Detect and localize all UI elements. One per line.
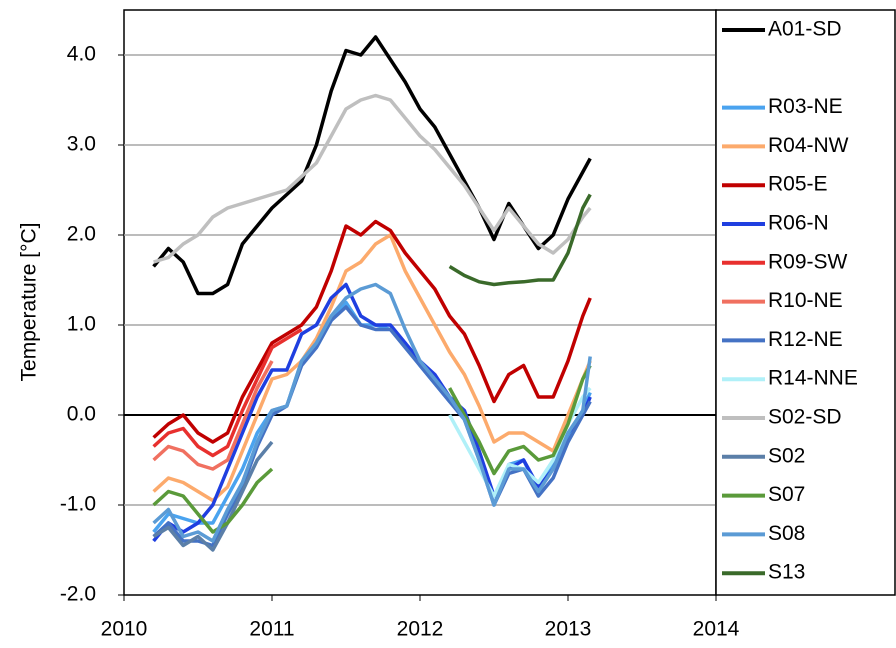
series-line <box>448 193 592 287</box>
x-tick-label: 2014 <box>693 618 740 641</box>
y-tick-label: 0.0 <box>67 403 96 426</box>
legend-label: R03-NE <box>768 95 843 118</box>
y-tick-label: 2.0 <box>67 223 96 246</box>
legend-label: S08 <box>768 522 805 545</box>
series-line <box>152 360 274 471</box>
legend-label: S02 <box>768 444 805 467</box>
legend-label: R12-NE <box>768 328 843 351</box>
series-layer <box>152 35 592 552</box>
legend-label: S13 <box>768 561 805 584</box>
legend-label: R09-SW <box>768 250 848 273</box>
series-line <box>152 440 274 552</box>
legend-label: R06-N <box>768 212 829 235</box>
series-line <box>152 364 592 534</box>
legend-label: S02-SD <box>768 406 842 429</box>
x-tick-label: 2011 <box>249 618 294 641</box>
series-line <box>152 233 592 503</box>
y-tick-label: 3.0 <box>67 133 96 156</box>
legend-label: S07 <box>768 483 805 506</box>
x-tick-label: 2013 <box>545 618 592 641</box>
y-tick-label: 4.0 <box>67 43 96 66</box>
series-line <box>152 282 592 543</box>
grid-layer <box>118 54 716 596</box>
legend-label: R05-E <box>768 173 828 196</box>
series-line <box>152 300 592 534</box>
series-line <box>152 328 303 458</box>
y-tick-label: -2.0 <box>60 583 96 606</box>
series-line <box>153 93 592 264</box>
x-tick-label: 2012 <box>397 618 444 641</box>
legend-label: A01-SD <box>768 18 842 41</box>
x-tick-label: 2010 <box>101 618 148 641</box>
y-tick-label: -1.0 <box>60 493 96 516</box>
y-tick-label: 1.0 <box>67 313 96 336</box>
legend-label: R14-NNE <box>768 367 858 390</box>
series-line <box>152 282 592 543</box>
legend-label: R10-NE <box>768 289 843 312</box>
legend-label: R04-NW <box>768 134 849 157</box>
series-line <box>152 219 592 444</box>
y-axis-label: Temperature [°C] <box>18 223 41 382</box>
series-line <box>152 35 592 296</box>
